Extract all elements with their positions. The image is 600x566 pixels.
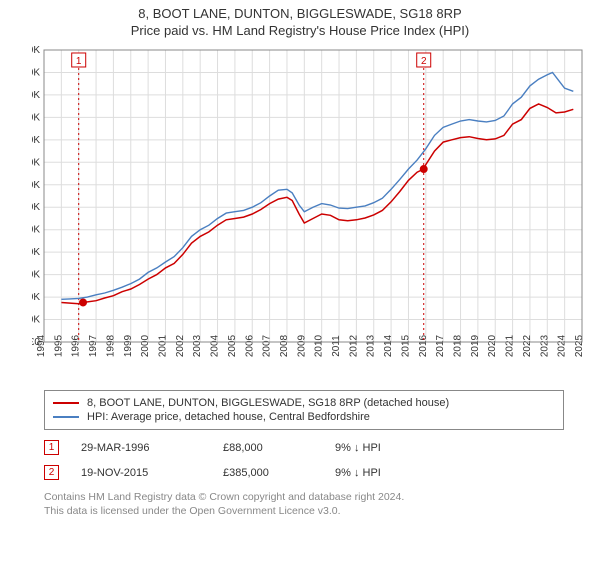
attribution-line: Contains HM Land Registry data © Crown c… [44,490,600,504]
svg-text:2021: 2021 [505,334,516,357]
sale-row: 1 29-MAR-1996 £88,000 9% ↓ HPI [44,440,600,455]
sale-price: £88,000 [223,442,313,454]
svg-text:2008: 2008 [279,334,290,357]
svg-text:£150K: £150K [32,270,40,281]
svg-text:2009: 2009 [296,334,307,357]
svg-text:2003: 2003 [192,334,203,357]
svg-text:1994: 1994 [36,334,47,357]
chart-svg: £0£50K£100K£150K£200K£250K£300K£350K£400… [32,42,592,382]
svg-text:£300K: £300K [32,202,40,213]
svg-text:2024: 2024 [557,334,568,357]
legend: 8, BOOT LANE, DUNTON, BIGGLESWADE, SG18 … [44,390,564,430]
svg-text:£400K: £400K [32,157,40,168]
legend-item: HPI: Average price, detached house, Cent… [53,411,555,423]
sale-marker: 1 [44,440,59,455]
svg-text:£450K: £450K [32,135,40,146]
svg-text:2000: 2000 [140,334,151,357]
sale-row: 2 19-NOV-2015 £385,000 9% ↓ HPI [44,465,600,480]
sale-delta: 9% ↓ HPI [335,467,435,479]
svg-text:£350K: £350K [32,180,40,191]
attribution-line: This data is licensed under the Open Gov… [44,504,600,518]
svg-text:£200K: £200K [32,247,40,258]
svg-text:2001: 2001 [157,334,168,357]
svg-text:£50K: £50K [32,315,40,326]
legend-item: 8, BOOT LANE, DUNTON, BIGGLESWADE, SG18 … [53,397,555,409]
legend-label: 8, BOOT LANE, DUNTON, BIGGLESWADE, SG18 … [87,397,449,409]
sale-delta: 9% ↓ HPI [335,442,435,454]
svg-text:2016: 2016 [418,334,429,357]
svg-text:2011: 2011 [331,335,342,357]
svg-text:2014: 2014 [383,334,394,357]
legend-label: HPI: Average price, detached house, Cent… [87,411,370,423]
sale-marker: 2 [44,465,59,480]
svg-text:1995: 1995 [53,334,64,357]
svg-text:1996: 1996 [71,334,82,357]
svg-text:2002: 2002 [175,334,186,357]
price-chart: £0£50K£100K£150K£200K£250K£300K£350K£400… [32,42,592,382]
svg-text:2018: 2018 [453,334,464,357]
svg-text:2019: 2019 [470,334,481,357]
svg-text:2015: 2015 [400,334,411,357]
svg-text:2013: 2013 [366,334,377,357]
svg-text:2004: 2004 [210,334,221,357]
svg-text:£100K: £100K [32,292,40,303]
svg-text:£550K: £550K [32,90,40,101]
sale-date: 19-NOV-2015 [81,467,201,479]
sales-table: 1 29-MAR-1996 £88,000 9% ↓ HPI 2 19-NOV-2015 £… [0,440,600,480]
svg-text:£500K: £500K [32,112,40,123]
page-title: 8, BOOT LANE, DUNTON, BIGGLESWADE, SG18 … [0,6,600,21]
svg-text:£250K: £250K [32,225,40,236]
svg-text:1998: 1998 [105,334,116,357]
svg-text:2023: 2023 [539,334,550,357]
attribution: Contains HM Land Registry data © Crown c… [44,490,600,518]
svg-text:1: 1 [76,56,82,67]
svg-text:2017: 2017 [435,334,446,357]
page-subtitle: Price paid vs. HM Land Registry's House … [0,23,600,38]
svg-text:2025: 2025 [574,334,585,357]
svg-text:2010: 2010 [314,334,325,357]
svg-text:£600K: £600K [32,67,40,78]
svg-text:2: 2 [421,56,427,67]
legend-swatch [53,402,79,404]
svg-text:2020: 2020 [487,334,498,357]
legend-swatch [53,416,79,418]
sale-date: 29-MAR-1996 [81,442,201,454]
svg-text:2005: 2005 [227,334,238,357]
svg-text:2006: 2006 [244,334,255,357]
svg-text:2007: 2007 [262,334,273,357]
sale-price: £385,000 [223,467,313,479]
svg-text:2012: 2012 [348,334,359,357]
svg-text:1999: 1999 [123,334,134,357]
svg-text:2022: 2022 [522,334,533,357]
svg-text:1997: 1997 [88,334,99,357]
svg-text:£650K: £650K [32,45,40,56]
